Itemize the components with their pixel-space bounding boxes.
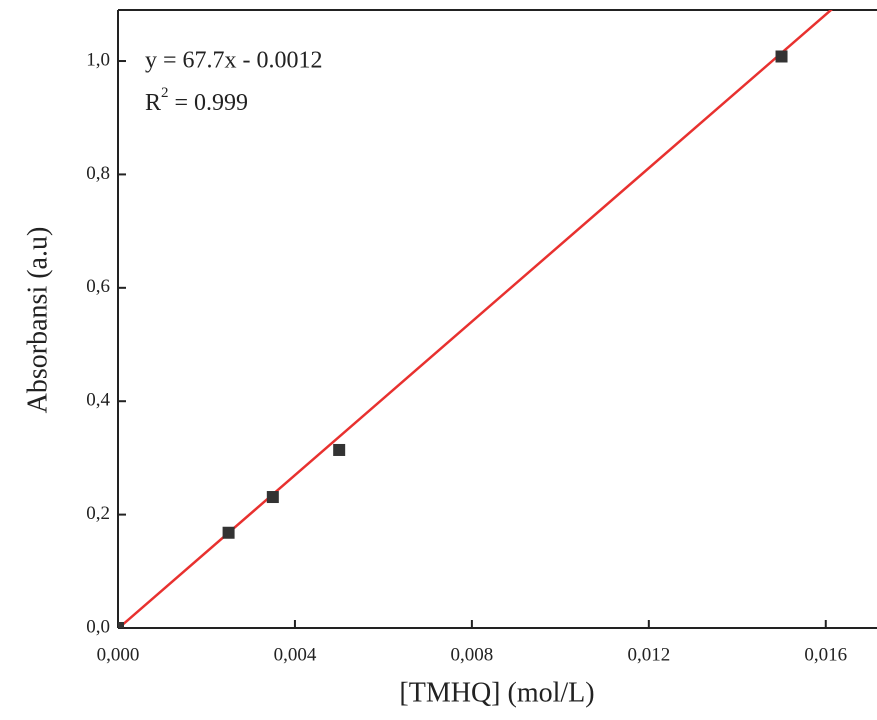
y-tick-label: 0,4: [86, 390, 110, 411]
x-tick-label: 0,008: [451, 644, 494, 665]
x-tick-label: 0,000: [97, 644, 140, 665]
y-tick-label: 0,8: [86, 163, 110, 184]
data-point: [775, 50, 788, 63]
y-tick-label: 0,6: [86, 276, 110, 297]
y-tick-label: 0,2: [86, 503, 110, 524]
x-tick-label: 0,012: [627, 644, 670, 665]
data-point: [118, 622, 124, 628]
fit-line: [118, 10, 833, 628]
y-tick-label: 0,0: [86, 616, 110, 637]
r-symbol: R: [145, 90, 161, 116]
x-axis-title: [TMHQ] (mol/L): [399, 677, 594, 708]
equation: y = 67.7x - 0.0012: [145, 48, 323, 74]
data-point: [266, 491, 279, 504]
y-axis-title: Absorbansi (a.u): [22, 227, 53, 414]
data-point: [222, 526, 235, 539]
y-tick-label: 1,0: [86, 49, 110, 70]
data-point: [333, 443, 346, 456]
r-squared: R2 = 0.999: [145, 85, 248, 115]
superscript: 2: [161, 85, 169, 101]
x-tick-label: 0,016: [804, 644, 847, 665]
r-value: = 0.999: [169, 90, 249, 116]
x-tick-label: 0,004: [274, 644, 317, 665]
